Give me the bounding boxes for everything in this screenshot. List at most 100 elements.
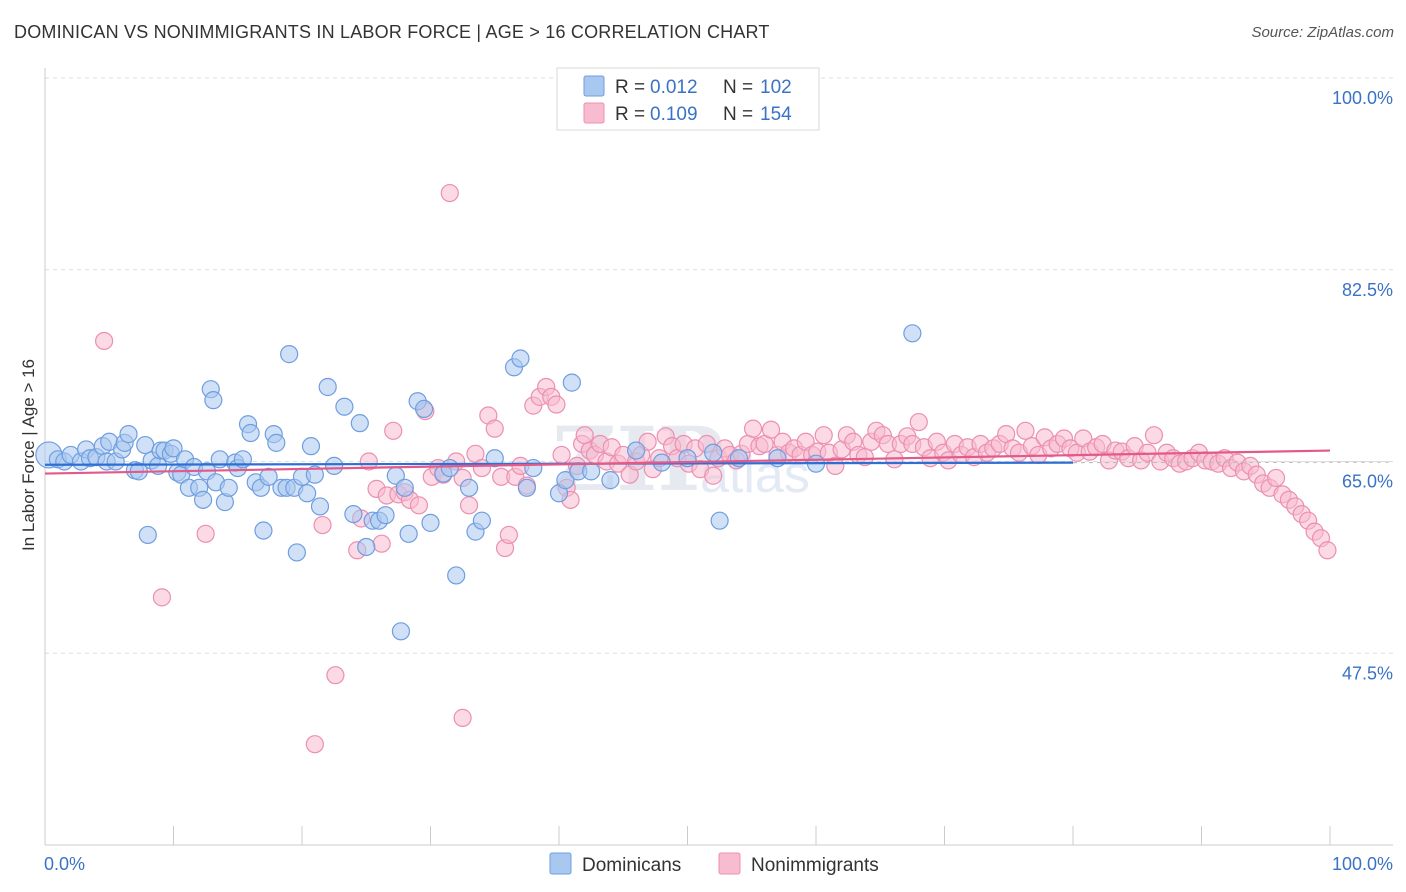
legend-n-value-2: 154	[760, 104, 792, 125]
nonimmigrant-point	[1016, 421, 1035, 440]
nonimmigrant-point	[359, 452, 378, 471]
nonimmigrant-point	[459, 496, 479, 515]
y-tick-label: 47.5%	[1342, 663, 1393, 683]
dominican-point	[259, 467, 278, 486]
legend-n-value-1: 102	[760, 77, 792, 98]
dominican-point	[376, 506, 395, 525]
dominican-point	[485, 449, 504, 468]
dominican-point	[447, 566, 466, 585]
dominican-point	[582, 462, 601, 481]
nonimmigrant-point	[409, 496, 429, 515]
dominican-point	[601, 471, 620, 490]
nonimmigrant-point	[453, 708, 472, 727]
dominican-point	[119, 425, 138, 444]
dominican-point	[626, 441, 646, 460]
dominican-point	[344, 504, 363, 524]
legend-r-value-2: 0.109	[650, 104, 698, 125]
nonimmigrant-point	[326, 666, 345, 685]
dominican-point	[414, 399, 434, 419]
nonimmigrant-point	[499, 525, 518, 545]
dominican-point	[219, 478, 238, 497]
dominican-point	[318, 377, 337, 397]
dominican-point	[350, 414, 369, 433]
dominican-point	[421, 513, 440, 532]
legend-n-label-2: N =	[723, 104, 753, 125]
nonimmigrant-point	[313, 515, 332, 535]
bottom-legend-swatch-dominicans	[549, 852, 572, 875]
dominican-point	[254, 521, 273, 540]
nonimmigrant-point	[1266, 468, 1286, 488]
nonimmigrant-point	[1318, 541, 1337, 560]
top-legend: R = 0.012 N = 102 R = 0.109 N = 154	[556, 67, 820, 131]
legend-r-label-2: R =	[615, 104, 645, 125]
dominican-point	[472, 511, 491, 530]
dominican-point	[710, 511, 729, 530]
dominican-point	[511, 349, 530, 368]
dominican-point	[204, 391, 223, 410]
bottom-legend: Dominicans Nonimmigrants	[549, 852, 879, 876]
nonimmigrant-point	[814, 426, 833, 445]
bottom-legend-swatch-nonimmigrants	[718, 852, 741, 875]
dominican-point	[459, 478, 479, 497]
dominican-point	[193, 490, 213, 509]
dominican-point	[287, 543, 306, 562]
nonimmigrant-point	[384, 421, 403, 440]
nonimmigrant-point	[152, 588, 172, 607]
y-tick-label: 100.0%	[1332, 88, 1393, 108]
dominican-point	[280, 345, 299, 364]
nonimmigrant-point	[704, 466, 723, 485]
nonimmigrant-point	[547, 395, 566, 414]
dominican-point	[298, 484, 317, 503]
dominican-point	[903, 324, 922, 343]
nonimmigrant-point	[440, 183, 459, 203]
dominican-point	[562, 373, 581, 392]
nonimmigrant-trend-line	[44, 449, 1331, 475]
nonimmigrant-point	[855, 448, 874, 467]
dominican-point	[325, 456, 344, 475]
nonimmigrant-point	[552, 445, 571, 465]
dominican-point	[267, 433, 286, 452]
dominican-point	[517, 478, 536, 497]
dominican-point	[301, 437, 321, 456]
dominican-point	[440, 458, 459, 478]
y-tick-label: 82.5%	[1342, 280, 1393, 300]
x-tick-label-max: 100.0%	[1332, 854, 1393, 874]
legend-swatch-nonimmigrants	[583, 102, 605, 124]
legend-r-label-1: R =	[615, 77, 645, 98]
bottom-legend-label-nonimmigrants: Nonimmigrants	[751, 855, 879, 876]
nonimmigrant-point	[575, 426, 594, 445]
dominican-point	[164, 439, 183, 458]
nonimmigrant-point	[95, 331, 114, 351]
chart-title: DOMINICAN VS NONIMMIGRANTS IN LABOR FORC…	[14, 22, 770, 42]
nonimmigrant-point	[743, 419, 763, 438]
nonimmigrant-point	[909, 412, 928, 432]
dominican-point	[138, 525, 157, 545]
dominican-point	[399, 524, 418, 543]
legend-swatch-dominicans	[583, 75, 605, 97]
grid-layer	[45, 77, 1393, 654]
dominican-point	[136, 435, 155, 455]
x-tick-label-min: 0.0%	[44, 854, 85, 874]
nonimmigrant-point	[826, 456, 845, 475]
dominican-trend-extension	[1072, 461, 1394, 464]
dominican-point	[524, 458, 543, 478]
dominican-point	[357, 537, 376, 557]
nonimmigrant-point	[1144, 426, 1164, 445]
nonimmigrant-point	[485, 419, 504, 438]
dominican-point	[241, 423, 260, 443]
nonimmigrant-point	[305, 735, 324, 754]
dominican-point	[310, 497, 330, 516]
dominican-point	[704, 443, 723, 462]
legend-n-label-1: N =	[723, 77, 753, 98]
y-axis-label: In Labor Force | Age > 16	[19, 359, 38, 551]
tick-label-layer: 47.5% 65.0% 82.5% 100.0% 0.0% 100.0%	[44, 88, 1393, 874]
legend-r-value-1: 0.012	[650, 77, 698, 98]
dominican-point	[335, 397, 354, 416]
dominican-point	[556, 471, 575, 490]
dominican-point	[391, 622, 411, 641]
nonimmigrant-point	[761, 420, 781, 439]
points-layer	[35, 183, 1337, 754]
dominican-point	[305, 465, 324, 484]
bottom-legend-label-dominicans: Dominicans	[582, 855, 681, 876]
